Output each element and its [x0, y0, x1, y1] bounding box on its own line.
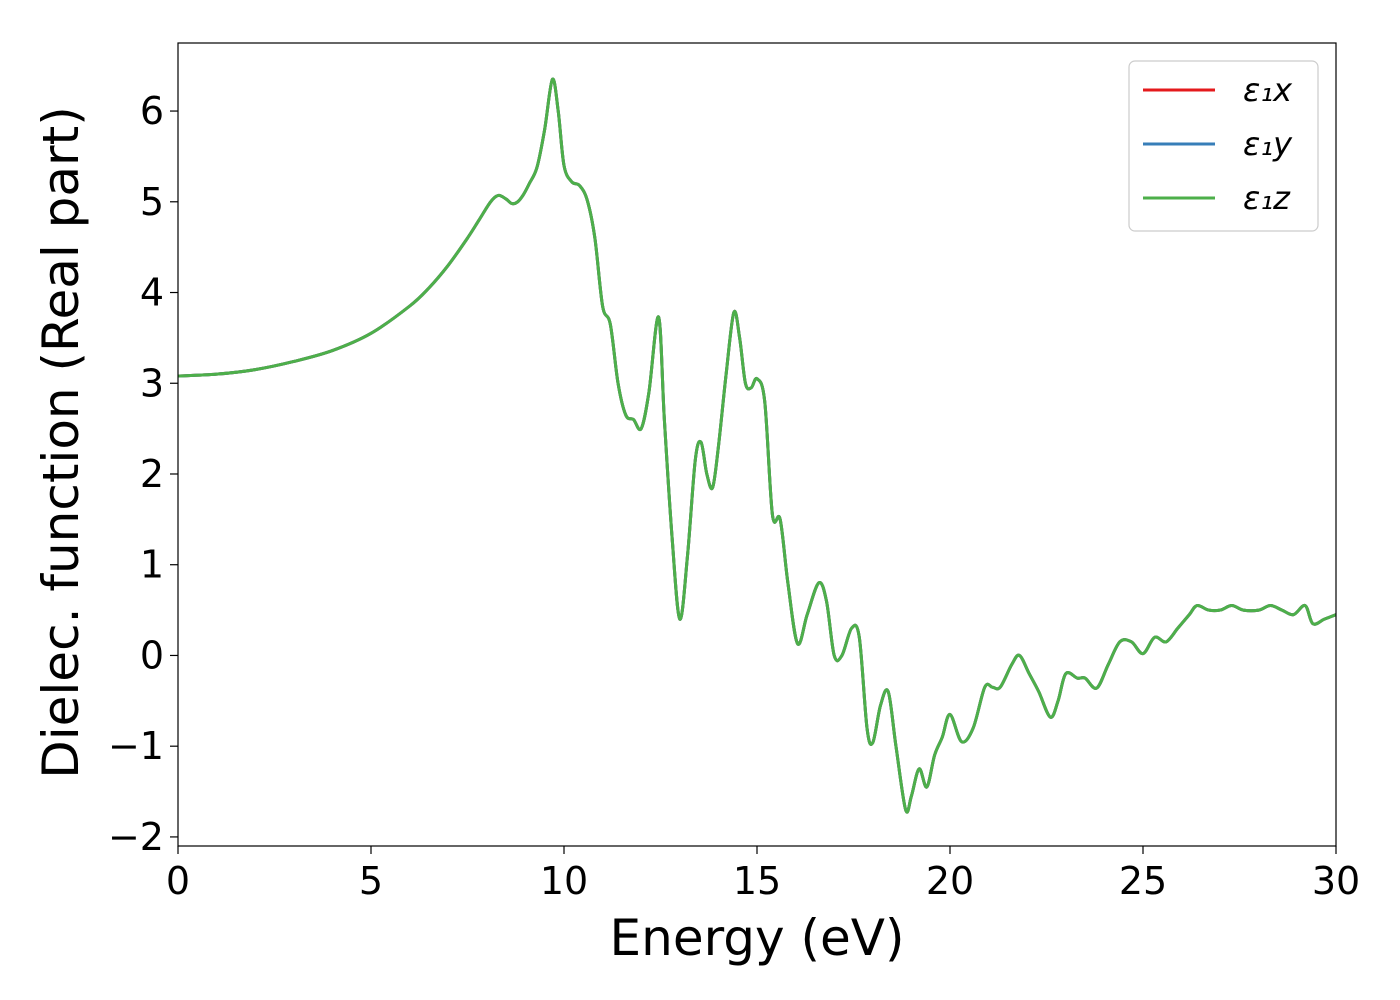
x-tick-label: 20 [926, 859, 974, 903]
y-axis-label: Dielec. function (Real part) [32, 106, 90, 778]
y-tick-label: 0 [140, 633, 164, 677]
y-tick-label: 3 [140, 361, 164, 405]
x-axis-label: Energy (eV) [610, 909, 905, 967]
legend-label-3: ε₁z [1243, 179, 1291, 217]
x-tick-label: 5 [359, 859, 383, 903]
x-tick-label: 25 [1119, 859, 1167, 903]
y-tick-label: −1 [108, 724, 164, 768]
legend-box [1128, 60, 1319, 232]
legend-label-1: ε₁x [1243, 71, 1293, 109]
y-tick-label: 6 [140, 89, 164, 133]
y-tick-label: 4 [140, 271, 164, 315]
y-tick-label: 2 [140, 452, 164, 496]
x-tick-label: 30 [1312, 859, 1360, 903]
legend: ε₁x ε₁y ε₁z [1128, 60, 1319, 232]
axes-layer: 0 5 10 15 20 25 30 −2 −1 0 1 2 3 4 5 6 Energy (eV) Dielec… [32, 42, 1360, 967]
series-layer [178, 77, 1336, 814]
y-tick-label: −2 [108, 815, 164, 859]
x-tick-label: 10 [540, 859, 588, 903]
y-tick-label: 5 [140, 180, 164, 224]
y-tick-label: 1 [140, 543, 164, 587]
series-line-3 [178, 77, 1336, 814]
legend-label-2: ε₁y [1243, 125, 1293, 163]
x-tick-label: 15 [733, 859, 781, 903]
x-tick-label: 0 [166, 859, 190, 903]
